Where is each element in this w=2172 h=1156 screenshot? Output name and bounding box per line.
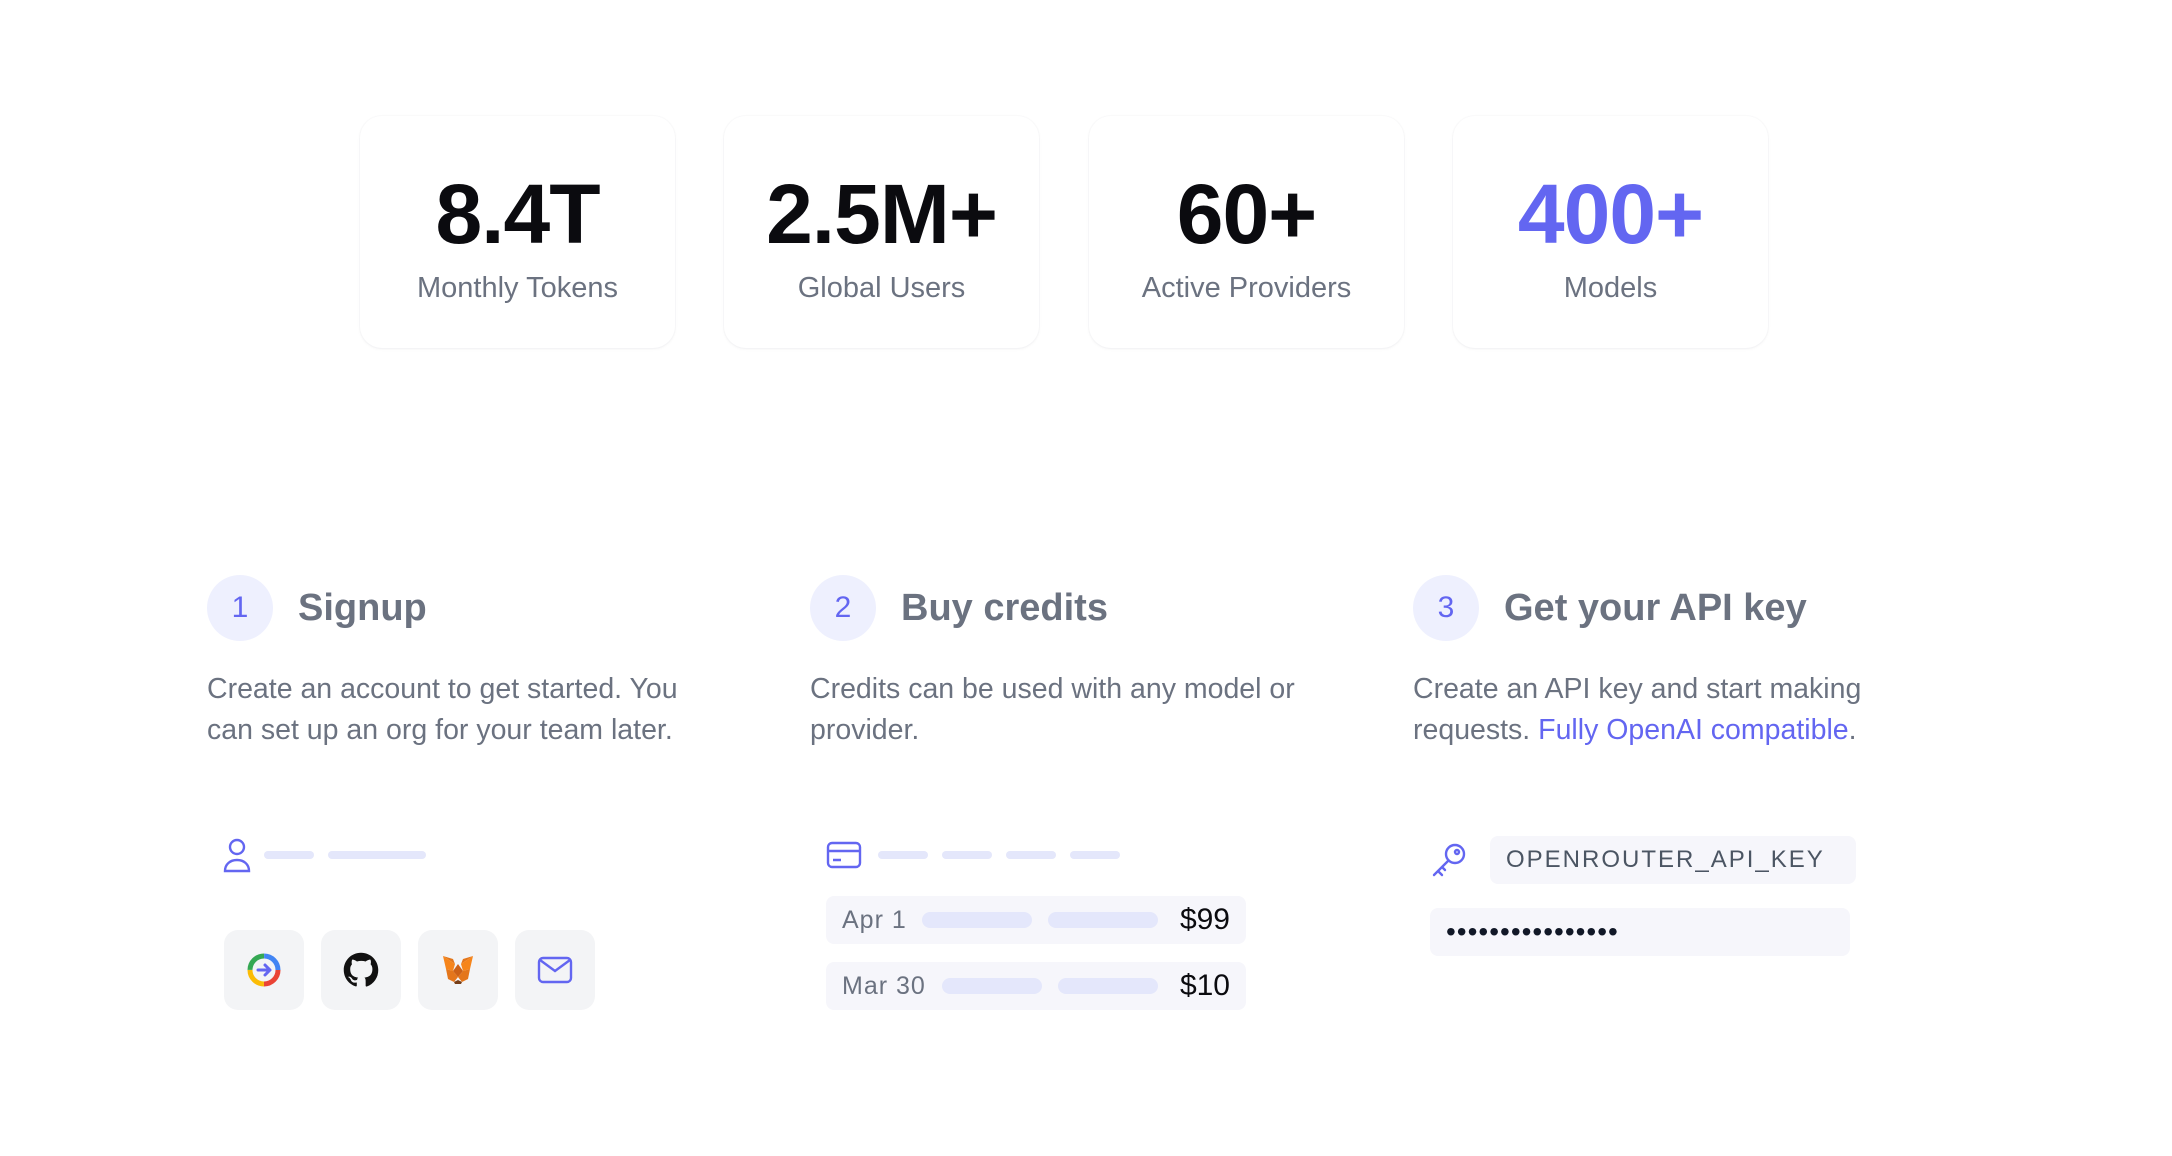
step-header: 3 Get your API key: [1413, 575, 1933, 641]
step-signup: 1 Signup Create an account to get starte…: [207, 575, 727, 751]
placeholder-bar: [328, 851, 426, 859]
step-description: Create an account to get started. You ca…: [207, 673, 678, 746]
stat-card-monthly-tokens: 8.4T Monthly Tokens: [360, 116, 675, 348]
email-login-button[interactable]: [515, 930, 595, 1010]
step-header: 1 Signup: [207, 575, 727, 641]
mail-icon: [537, 956, 573, 984]
step-get-api-key: 3 Get your API key Create an API key and…: [1413, 575, 1933, 751]
key-icon: [1432, 843, 1466, 877]
github-icon: [343, 952, 379, 987]
step-title: Signup: [298, 586, 427, 629]
stat-value: 400+: [1517, 167, 1704, 261]
stat-label: Global Users: [797, 272, 966, 304]
api-key-name-row: OPENROUTER_API_KEY: [1430, 836, 1856, 884]
api-key-illustration: OPENROUTER_API_KEY ••••••••••••••••: [1430, 836, 1856, 956]
google-icon: [247, 953, 281, 987]
metamask-login-button[interactable]: [418, 930, 498, 1010]
placeholder-bar: [878, 851, 928, 859]
step-title: Get your API key: [1504, 586, 1807, 629]
auth-provider-buttons: [224, 930, 612, 1010]
openai-compatible-link[interactable]: Fully OpenAI compatible: [1538, 714, 1849, 746]
api-key-secret[interactable]: ••••••••••••••••: [1430, 908, 1850, 956]
credits-illustration: Apr 1 $99 Mar 30 $10: [826, 832, 1246, 1010]
placeholder-bar: [1006, 851, 1056, 859]
stat-value: 8.4T: [435, 167, 600, 261]
stat-label: Active Providers: [1141, 272, 1352, 304]
transaction-date: Apr 1: [842, 905, 907, 934]
transaction-date: Mar 30: [842, 971, 926, 1000]
step-description: Credits can be used with any model or pr…: [810, 673, 1295, 746]
placeholder-bars: [878, 851, 1134, 859]
step-header: 2 Buy credits: [810, 575, 1330, 641]
stat-label: Monthly Tokens: [417, 272, 618, 304]
step-number-badge: 3: [1413, 575, 1479, 641]
placeholder-bar: [1048, 912, 1158, 928]
credit-card-icon: [826, 841, 862, 869]
step-number-badge: 2: [810, 575, 876, 641]
stat-card-models[interactable]: 400+ Models: [1453, 116, 1768, 348]
transaction-amount: $10: [1179, 969, 1230, 1002]
placeholder-bar: [1058, 978, 1158, 994]
transaction-amount: $99: [1179, 903, 1230, 936]
stat-label: Models: [1563, 272, 1658, 304]
user-icon: [223, 838, 251, 873]
transaction-row: Apr 1 $99: [826, 896, 1246, 944]
placeholder-bar: [942, 978, 1042, 994]
placeholder-bar: [922, 912, 1032, 928]
step-title: Buy credits: [901, 586, 1108, 629]
github-login-button[interactable]: [321, 930, 401, 1010]
transaction-placeholder: [942, 978, 1180, 994]
placeholder-bar: [264, 851, 314, 859]
step-number-badge: 1: [207, 575, 273, 641]
transaction-placeholder: [922, 912, 1180, 928]
placeholder-bar: [1070, 851, 1120, 859]
stat-value: 2.5M+: [766, 167, 998, 261]
metamask-icon: [443, 956, 473, 984]
placeholder-bars: [264, 851, 440, 859]
stat-value: 60+: [1176, 167, 1318, 261]
step-buy-credits: 2 Buy credits Credits can be used with a…: [810, 575, 1330, 751]
credits-placeholder-row: [826, 832, 1246, 878]
placeholder-bar: [942, 851, 992, 859]
stat-card-global-users: 2.5M+ Global Users: [724, 116, 1039, 348]
signup-placeholder-row: [222, 832, 612, 878]
transaction-row: Mar 30 $10: [826, 962, 1246, 1010]
step-description: Create an API key and start making reque…: [1413, 673, 1862, 746]
signup-illustration: [222, 832, 612, 1010]
api-key-name: OPENROUTER_API_KEY: [1490, 836, 1856, 884]
google-login-button[interactable]: [224, 930, 304, 1010]
stat-card-active-providers: 60+ Active Providers: [1089, 116, 1404, 348]
